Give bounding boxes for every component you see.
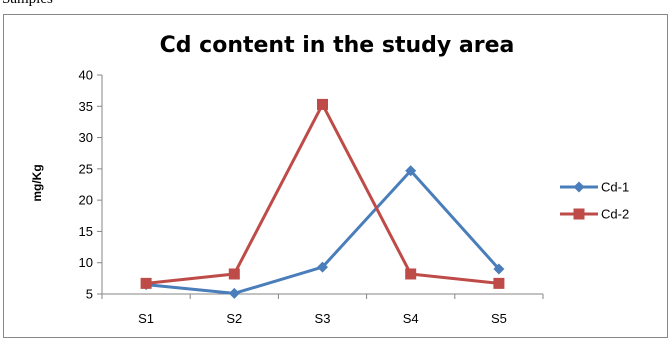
- x-tick-label: S2: [226, 311, 242, 326]
- y-axis-title: mg/Kg: [30, 164, 44, 201]
- y-tick-label: 25: [79, 161, 93, 176]
- x-tick-label: S4: [403, 311, 419, 326]
- data-point-square: [140, 277, 152, 289]
- x-tick-label: S1: [138, 311, 154, 326]
- legend-swatch-marker: [573, 208, 585, 220]
- x-tick-label: S3: [315, 311, 331, 326]
- y-tick-label: 40: [79, 68, 93, 83]
- data-point-square: [228, 268, 240, 280]
- page-top-text: Samples: [2, 0, 53, 8]
- y-tick-label: 30: [79, 130, 93, 145]
- data-point-diamond: [228, 287, 240, 299]
- series-cd-2: [140, 98, 505, 289]
- axes-layer: 5 10 15 20 25 30 35 40 S1 S2 S3 S4 S5: [79, 68, 544, 326]
- data-point-diamond: [493, 263, 505, 275]
- x-tick-label: S5: [491, 311, 507, 326]
- legend-label: Cd-2: [601, 207, 629, 222]
- chart-border: [3, 14, 668, 338]
- legend-item: Cd-1: [560, 180, 629, 195]
- y-tick-label: 35: [79, 99, 93, 114]
- legend-swatch-marker: [573, 181, 585, 193]
- data-point-diamond: [317, 261, 328, 273]
- y-tick-label: 5: [86, 287, 93, 302]
- legend-item: Cd-2: [560, 207, 629, 222]
- data-point-diamond: [405, 165, 417, 177]
- data-point-square: [405, 268, 417, 280]
- data-point-square: [317, 98, 328, 110]
- data-point-square: [493, 277, 505, 289]
- legend: Cd-1 Cd-2: [560, 180, 629, 222]
- chart-title: Cd content in the study area: [160, 33, 515, 58]
- y-tick-label: 10: [79, 255, 93, 270]
- series-layer: [140, 98, 505, 299]
- y-tick-label: 20: [79, 193, 93, 208]
- y-tick-label: 15: [79, 224, 93, 239]
- legend-label: Cd-1: [601, 180, 629, 195]
